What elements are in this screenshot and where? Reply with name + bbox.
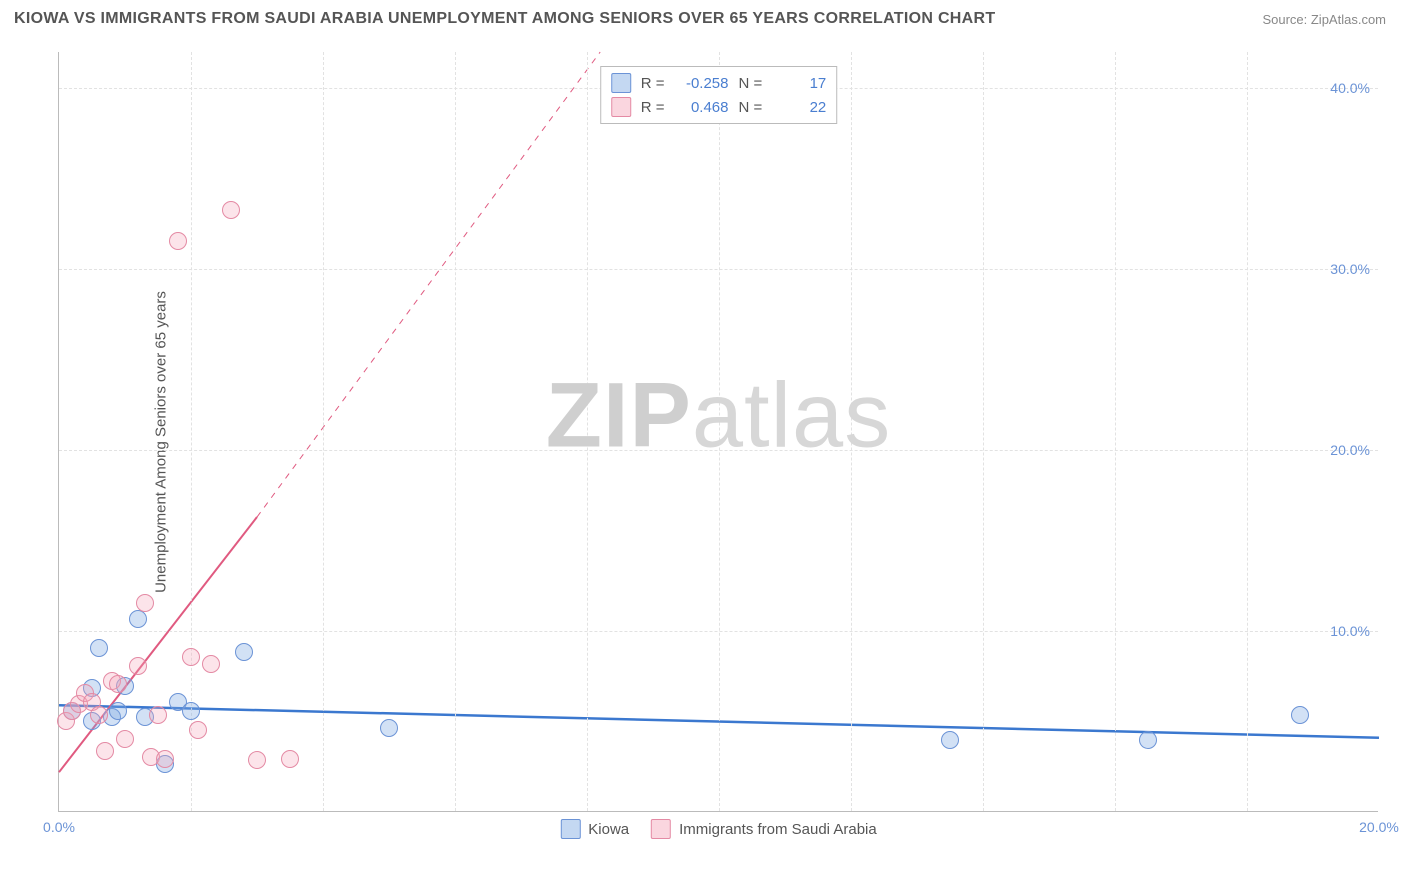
n-label: N = <box>739 99 763 116</box>
chart-source: Source: ZipAtlas.com <box>1262 12 1386 27</box>
r-value-blue: -0.258 <box>675 75 729 92</box>
data-point <box>90 639 108 657</box>
chart-header: KIOWA VS IMMIGRANTS FROM SAUDI ARABIA UN… <box>0 0 1406 34</box>
y-tick-label: 30.0% <box>1330 261 1370 277</box>
data-point <box>136 594 154 612</box>
gridline-v <box>587 52 588 811</box>
series-legend: Kiowa Immigrants from Saudi Arabia <box>560 819 876 839</box>
swatch-blue-icon <box>560 819 580 839</box>
data-point <box>149 706 167 724</box>
swatch-pink-icon <box>651 819 671 839</box>
swatch-pink-icon <box>611 97 631 117</box>
legend-label: Kiowa <box>588 821 629 838</box>
r-value-pink: 0.468 <box>675 99 729 116</box>
gridline-v <box>719 52 720 811</box>
data-point <box>235 643 253 661</box>
data-point <box>182 702 200 720</box>
data-point <box>169 232 187 250</box>
correlation-legend: R = -0.258 N = 17 R = 0.468 N = 22 <box>600 66 838 124</box>
data-point <box>941 731 959 749</box>
data-point <box>222 201 240 219</box>
gridline-v <box>455 52 456 811</box>
r-label: R = <box>641 75 665 92</box>
data-point <box>281 750 299 768</box>
gridline-v <box>851 52 852 811</box>
data-point <box>1291 706 1309 724</box>
x-tick-label: 20.0% <box>1359 819 1399 835</box>
data-point <box>109 675 127 693</box>
gridline-v <box>1247 52 1248 811</box>
data-point <box>116 730 134 748</box>
data-point <box>109 702 127 720</box>
gridline-v <box>1115 52 1116 811</box>
legend-label: Immigrants from Saudi Arabia <box>679 821 877 838</box>
data-point <box>96 742 114 760</box>
data-point <box>202 655 220 673</box>
r-label: R = <box>641 99 665 116</box>
data-point <box>380 719 398 737</box>
n-value-blue: 17 <box>772 75 826 92</box>
data-point <box>1139 731 1157 749</box>
data-point <box>156 750 174 768</box>
chart-title: KIOWA VS IMMIGRANTS FROM SAUDI ARABIA UN… <box>14 10 995 28</box>
legend-row-pink: R = 0.468 N = 22 <box>611 95 827 119</box>
gridline-v <box>323 52 324 811</box>
data-point <box>182 648 200 666</box>
y-tick-label: 10.0% <box>1330 623 1370 639</box>
data-point <box>189 721 207 739</box>
swatch-blue-icon <box>611 73 631 93</box>
gridline-v <box>983 52 984 811</box>
data-point <box>129 657 147 675</box>
legend-row-blue: R = -0.258 N = 17 <box>611 71 827 95</box>
y-tick-label: 20.0% <box>1330 442 1370 458</box>
legend-item-saudi: Immigrants from Saudi Arabia <box>651 819 877 839</box>
data-point <box>129 610 147 628</box>
x-tick-label: 0.0% <box>43 819 75 835</box>
data-point <box>248 751 266 769</box>
n-label: N = <box>739 75 763 92</box>
data-point <box>90 706 108 724</box>
chart-container: Unemployment Among Seniors over 65 years… <box>14 42 1392 842</box>
plot-area: ZIPatlas R = -0.258 N = 17 R = 0.468 N =… <box>58 52 1378 812</box>
gridline-v <box>191 52 192 811</box>
n-value-pink: 22 <box>772 99 826 116</box>
legend-item-kiowa: Kiowa <box>560 819 629 839</box>
y-tick-label: 40.0% <box>1330 80 1370 96</box>
